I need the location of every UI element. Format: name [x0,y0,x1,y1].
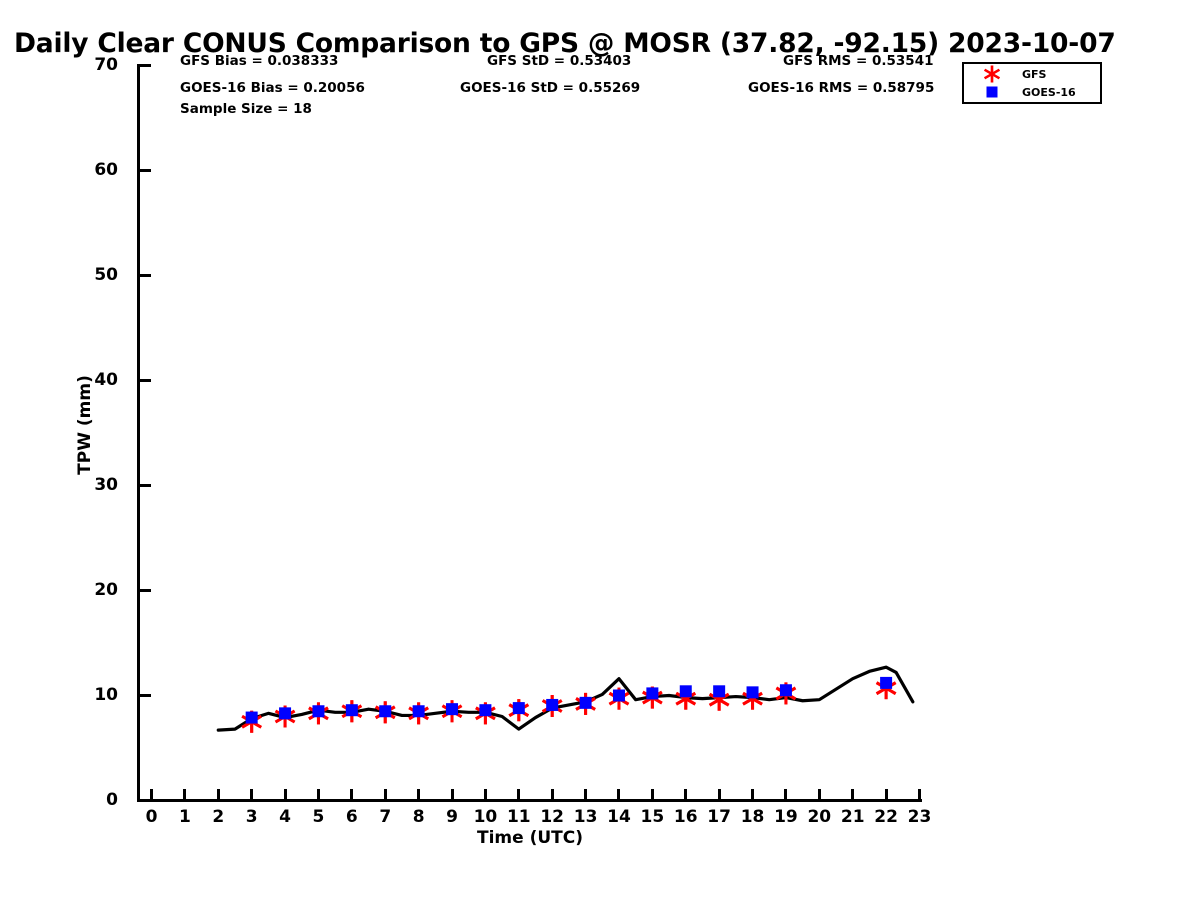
x-tick-label-7: 7 [379,807,392,827]
x-tick-7 [383,789,387,800]
x-tick-15 [650,789,654,800]
y-tick-label-0: 0 [106,789,118,810]
x-tick-label-18: 18 [740,807,765,827]
x-tick-12 [550,789,554,800]
x-tick-0 [150,789,153,800]
y-tick-20 [140,589,151,592]
stat-goes16-bias: GOES-16 Bias = 0.20056 [180,80,365,96]
x-tick-14 [617,789,621,800]
x-tick-label-11: 11 [506,807,531,827]
x-tick-9 [450,789,454,800]
y-tick-70 [140,64,151,67]
x-tick-22 [884,789,888,800]
y-tick-50 [140,274,151,277]
x-tick-18 [751,789,755,800]
x-tick-6 [350,789,354,800]
x-tick-label-13: 13 [573,807,598,827]
x-tick-10 [483,789,487,800]
y-tick-0 [140,799,151,802]
y-tick-label-20: 20 [94,579,118,600]
x-tick-19 [784,789,788,800]
stat-gfs-std: GFS StD = 0.53403 [487,53,632,69]
x-tick-label-4: 4 [279,807,291,827]
y-tick-label-50: 50 [94,264,118,285]
x-tick-17 [717,789,721,800]
y-tick-label-10: 10 [94,684,118,705]
x-tick-label-0: 0 [145,807,158,827]
x-tick-5 [316,789,320,800]
stat-goes16-rms: GOES-16 RMS = 0.58795 [748,80,935,96]
x-tick-label-12: 12 [540,807,565,827]
y-tick-60 [140,169,151,172]
stat-goes16-std: GOES-16 StD = 0.55269 [460,80,641,96]
x-tick-23 [918,789,921,800]
y-tick-label-70: 70 [94,54,118,75]
x-tick-label-23: 23 [907,807,932,827]
legend-label-goes16: GOES-16 [1022,85,1076,99]
x-tick-label-2: 2 [212,807,225,827]
stat-gfs-bias: GFS Bias = 0.038333 [180,53,339,69]
x-tick-label-22: 22 [874,807,898,827]
legend-entry-goes16: GOES-16 [970,83,1076,101]
x-tick-13 [584,789,588,800]
y-tick-40 [140,379,151,382]
series-goes16-markers [245,676,893,724]
y-tick-30 [140,484,151,487]
x-tick-11 [517,789,521,800]
stat-sample-size: Sample Size = 18 [180,101,312,117]
x-tick-label-5: 5 [312,807,325,827]
stat-gfs-rms: GFS RMS = 0.53541 [783,53,934,69]
y-tick-10 [140,694,151,697]
legend-entry-gfs: GFS [970,65,1046,83]
x-tick-21 [851,789,855,800]
x-tick-label-14: 14 [607,807,631,827]
x-tick-label-3: 3 [245,807,258,827]
chart-legend: GFS GOES-16 [962,62,1102,104]
y-axis-title: TPW (mm) [75,375,95,475]
x-tick-label-8: 8 [412,807,425,827]
x-tick-16 [684,789,688,800]
x-tick-label-9: 9 [446,807,458,827]
y-axis-line [137,64,140,802]
y-tick-label-40: 40 [94,369,118,390]
page-title: Daily Clear CONUS Comparison to GPS @ MO… [14,28,1116,59]
x-tick-1 [183,789,187,800]
x-tick-label-20: 20 [807,807,832,827]
x-tick-20 [817,789,821,800]
x-tick-label-1: 1 [178,807,191,827]
x-tick-8 [417,789,421,800]
x-tick-label-21: 21 [840,807,865,827]
x-tick-label-17: 17 [707,807,731,827]
x-tick-3 [250,789,254,800]
x-tick-2 [216,789,220,800]
x-tick-label-10: 10 [473,807,498,827]
y-tick-label-30: 30 [94,474,118,495]
x-tick-label-15: 15 [640,807,665,827]
x-tick-label-6: 6 [345,807,358,827]
x-axis-line [137,799,922,802]
series-gps-line [216,665,915,732]
series-gfs-markers [241,677,897,733]
x-axis-title: Time (UTC) [476,828,583,848]
y-tick-label-60: 60 [94,159,118,180]
x-tick-label-16: 16 [673,807,698,827]
x-tick-4 [283,789,287,800]
asterisk-icon [970,65,1014,83]
legend-label-gfs: GFS [1022,67,1047,81]
square-icon [970,83,1014,101]
x-tick-label-19: 19 [774,807,798,827]
